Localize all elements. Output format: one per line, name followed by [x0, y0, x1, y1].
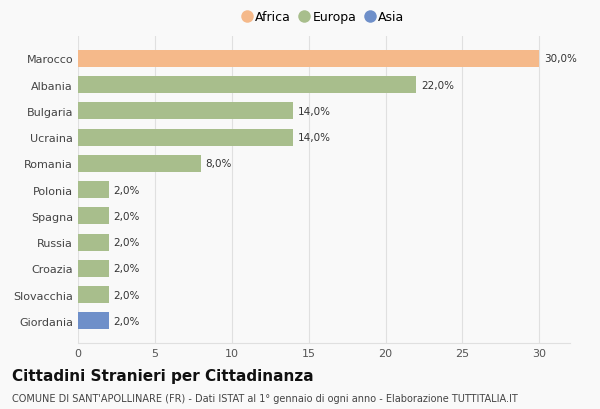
Bar: [78, 103, 293, 120]
Bar: [78, 286, 109, 303]
Text: 2,0%: 2,0%: [113, 316, 140, 326]
Bar: [78, 77, 416, 94]
Text: 14,0%: 14,0%: [298, 133, 331, 143]
Text: 8,0%: 8,0%: [206, 159, 232, 169]
Text: 2,0%: 2,0%: [113, 185, 140, 195]
Text: 2,0%: 2,0%: [113, 238, 140, 247]
Bar: [78, 129, 293, 146]
Bar: [78, 234, 109, 251]
Text: Cittadini Stranieri per Cittadinanza: Cittadini Stranieri per Cittadinanza: [12, 368, 314, 383]
Text: 2,0%: 2,0%: [113, 290, 140, 300]
Text: COMUNE DI SANT'APOLLINARE (FR) - Dati ISTAT al 1° gennaio di ogni anno - Elabora: COMUNE DI SANT'APOLLINARE (FR) - Dati IS…: [12, 393, 518, 402]
Text: 14,0%: 14,0%: [298, 107, 331, 117]
Bar: [78, 260, 109, 277]
Text: 30,0%: 30,0%: [544, 54, 577, 64]
Bar: [78, 51, 539, 68]
Bar: [78, 182, 109, 199]
Text: 2,0%: 2,0%: [113, 264, 140, 274]
Bar: [78, 208, 109, 225]
Legend: Africa, Europa, Asia: Africa, Europa, Asia: [239, 6, 409, 29]
Text: 22,0%: 22,0%: [421, 81, 454, 90]
Text: 2,0%: 2,0%: [113, 211, 140, 221]
Bar: [78, 312, 109, 330]
Bar: [78, 155, 201, 173]
